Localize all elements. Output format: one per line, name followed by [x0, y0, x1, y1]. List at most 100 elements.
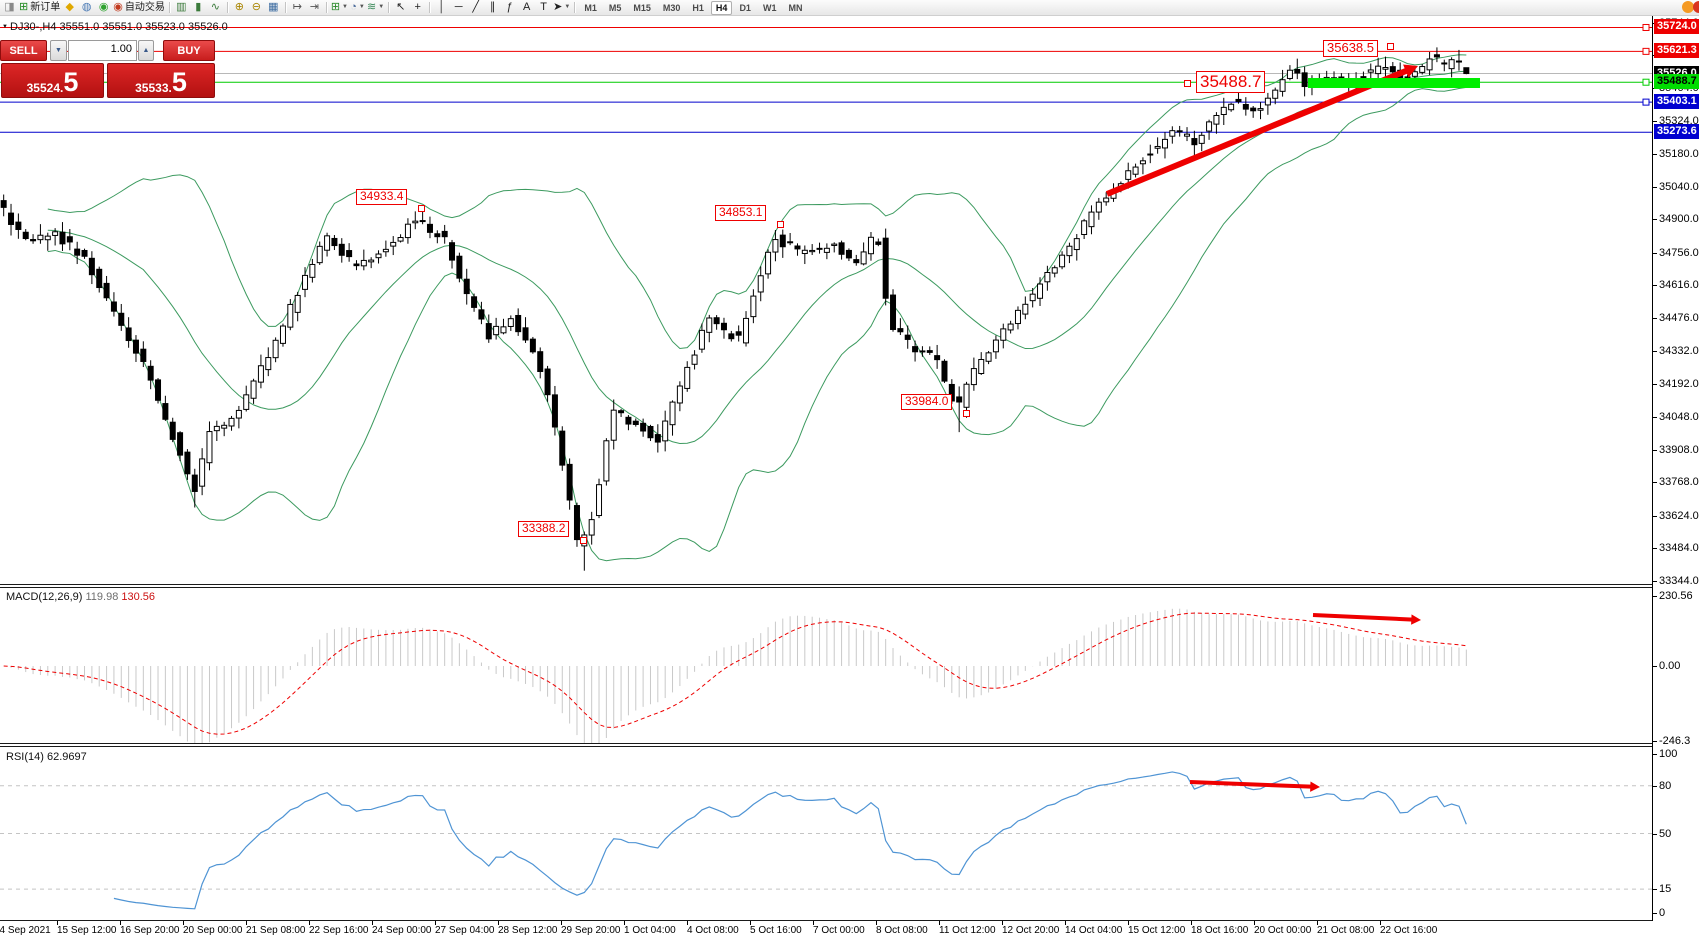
dropdown-caret-icon[interactable]: ▼ — [564, 4, 571, 10]
timeframe-button-d1[interactable]: D1 — [739, 2, 751, 13]
candlestick-chart-icon[interactable]: ▮ — [191, 1, 206, 15]
trend-arrow-head — [1310, 781, 1320, 792]
cursor-icon[interactable]: ↖ — [393, 1, 408, 15]
date-tick-mark — [1128, 921, 1129, 925]
macd-panel[interactable] — [0, 588, 1652, 743]
timeframe-button-h1[interactable]: H1 — [692, 2, 704, 13]
buy-button[interactable]: BUY — [163, 40, 215, 61]
market-watch-icon[interactable]: ◍ — [79, 1, 94, 15]
date-label: 29 Sep 20:00 — [561, 925, 621, 936]
dropdown-caret-icon[interactable]: ▼ — [342, 4, 348, 10]
date-label: 15 Sep 12:00 — [57, 925, 117, 936]
price-tick-label: 34048.0 — [1659, 411, 1699, 424]
support-zone-highlight[interactable] — [1308, 78, 1480, 88]
price-label-object[interactable]: 35488.7 — [1196, 71, 1266, 93]
price-label-object[interactable]: 33984.0 — [901, 394, 953, 410]
volume-increase-button[interactable]: ▲ — [138, 40, 154, 61]
autotrading-button[interactable]: ◉ 自动交易 — [113, 1, 165, 15]
date-tick-mark — [309, 921, 310, 925]
crosshair-icon[interactable]: + — [410, 1, 425, 15]
timeframe-button-m1[interactable]: M1 — [584, 2, 597, 13]
dropdown-caret-icon[interactable]: ▼ — [378, 4, 385, 10]
auto-scroll-icon[interactable]: ⇥ — [307, 1, 322, 15]
price-label-object[interactable]: 34853.1 — [715, 205, 767, 221]
line-chart-icon[interactable]: ∿ — [208, 1, 223, 15]
cut-toolbar-icon[interactable]: ◨ — [2, 1, 17, 15]
macd-scale-label: 0.00 — [1659, 660, 1681, 672]
timeframe-button-mn[interactable]: MN — [788, 2, 803, 13]
one-click-collapse-icon[interactable]: ▼ — [2, 24, 8, 30]
price-label-object[interactable]: 34933.4 — [356, 189, 408, 205]
price-tick-mark — [1653, 515, 1657, 517]
tile-windows-icon[interactable]: ▦ — [266, 1, 281, 15]
trend-arrow[interactable] — [1189, 780, 1315, 789]
new-chart-icon[interactable]: ⊞ ▼ — [331, 1, 348, 15]
main-chart-area[interactable] — [0, 16, 1652, 584]
text-icon[interactable]: A — [519, 1, 534, 15]
label-anchor — [963, 410, 970, 417]
periods-icon[interactable]: ◔ ▼ — [350, 1, 365, 15]
price-tick-mark — [1653, 548, 1657, 550]
price-label-object[interactable]: 35638.5 — [1323, 40, 1378, 57]
line-handle[interactable] — [1642, 47, 1650, 55]
date-label: 20 Oct 00:00 — [1254, 925, 1312, 936]
zoom-in-icon[interactable]: ⊕ — [232, 1, 247, 15]
arrows-icon[interactable]: ➤ ▼ — [553, 1, 570, 15]
indicators-icon[interactable]: ≋ ▼ — [367, 1, 384, 15]
chart-shift-icon[interactable]: ↦ — [290, 1, 305, 15]
panel-separator[interactable] — [0, 743, 1699, 744]
price-level-badge: 35273.6 — [1654, 124, 1699, 140]
horizontal-line-icon[interactable]: ─ — [451, 1, 466, 15]
buy-price-button[interactable]: 35533. 5 — [107, 63, 215, 98]
volume-decrease-button[interactable]: ▼ — [50, 40, 67, 61]
date-label: 14 Oct 04:00 — [1065, 925, 1123, 936]
price-tick-mark — [1653, 154, 1657, 155]
price-tick-label: 33768.0 — [1659, 476, 1699, 489]
profile-icon[interactable]: ◆ — [62, 1, 77, 15]
date-label: 24 Sep 00:00 — [372, 925, 432, 936]
signal-icon: ◉ — [98, 1, 109, 13]
trend-arrow[interactable] — [1312, 613, 1416, 622]
dropdown-caret-icon[interactable]: ▼ — [358, 4, 365, 10]
line-handle[interactable] — [1642, 78, 1650, 86]
sell-button[interactable]: SELL — [0, 40, 47, 61]
fibonacci-icon[interactable]: ƒ — [502, 1, 517, 15]
price-tick-label: 35180.0 — [1659, 148, 1699, 160]
timeframe-button-m15[interactable]: M15 — [633, 2, 651, 13]
date-tick-mark — [1002, 921, 1003, 925]
label-anchor — [1387, 43, 1394, 50]
candlestick-chart-icon: ▮ — [195, 1, 202, 13]
line-handle[interactable] — [1642, 98, 1650, 106]
trend-arrow[interactable] — [1105, 66, 1413, 197]
trendline-icon[interactable]: ╱ — [468, 1, 483, 15]
panel-separator[interactable] — [0, 746, 1699, 747]
timeframe-button-w1[interactable]: W1 — [762, 2, 777, 13]
price-tick-label: 34192.0 — [1659, 377, 1699, 390]
toolbar-separator — [388, 2, 390, 13]
label-icon[interactable]: T — [536, 1, 551, 15]
date-label: 21 Oct 08:00 — [1317, 925, 1375, 936]
price-tick-mark — [1653, 186, 1657, 188]
channel-icon[interactable]: ∥ — [485, 1, 500, 15]
panel-separator[interactable] — [0, 584, 1699, 585]
zoom-out-icon[interactable]: ⊖ — [249, 1, 264, 15]
new-order-button[interactable]: ⊞ 新订单 — [19, 1, 60, 15]
volume-input[interactable]: 1.00 — [68, 40, 137, 61]
price-label-object[interactable]: 33388.2 — [518, 521, 570, 537]
date-label: 1 Oct 04:00 — [624, 925, 676, 936]
price-tick-mark — [1653, 219, 1657, 221]
macd-indicator-label: MACD(12,26,9) 119.98 130.56 — [6, 591, 156, 603]
vertical-line-icon[interactable]: │ — [434, 1, 449, 15]
rsi-panel[interactable] — [0, 748, 1652, 920]
timeframe-button-m30[interactable]: M30 — [662, 2, 681, 13]
timeframe-button-h4[interactable]: H4 — [710, 0, 733, 15]
timeframe-button-m5[interactable]: M5 — [608, 2, 622, 13]
line-handle[interactable] — [1642, 23, 1650, 31]
price-axis[interactable]: 35744.035604.035464.035324.035180.035040… — [1652, 16, 1699, 921]
rsi-indicator-label: RSI(14) 62.9697 — [6, 751, 87, 763]
bar-chart-icon[interactable]: ▥ — [174, 1, 189, 15]
sell-price-button[interactable]: 35524. 5 — [1, 63, 104, 98]
signal-icon[interactable]: ◉ — [96, 1, 111, 15]
panel-separator[interactable] — [0, 587, 1699, 588]
